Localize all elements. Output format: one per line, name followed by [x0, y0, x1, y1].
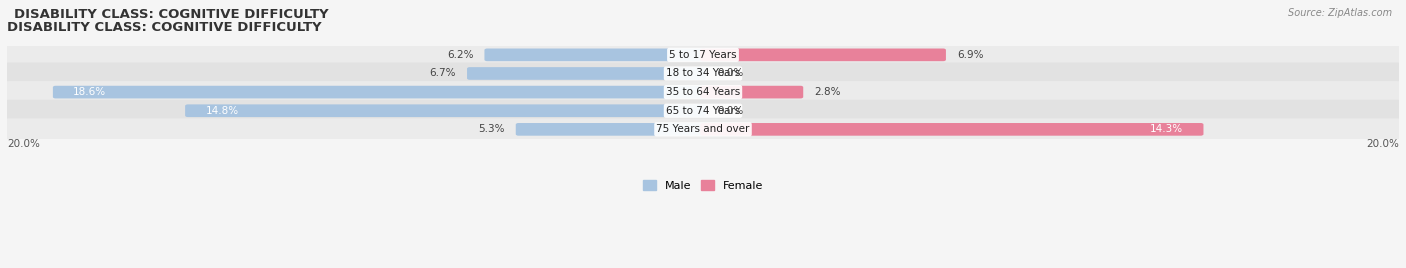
Text: 20.0%: 20.0% [1367, 139, 1399, 149]
FancyBboxPatch shape [3, 43, 1403, 66]
Text: 75 Years and over: 75 Years and over [657, 124, 749, 134]
Text: 6.9%: 6.9% [957, 50, 984, 60]
FancyBboxPatch shape [53, 86, 706, 98]
Text: 6.7%: 6.7% [429, 68, 456, 79]
FancyBboxPatch shape [186, 105, 706, 117]
Text: 14.3%: 14.3% [1150, 124, 1184, 134]
Text: 35 to 64 Years: 35 to 64 Years [666, 87, 740, 97]
Text: 6.2%: 6.2% [447, 50, 474, 60]
FancyBboxPatch shape [3, 99, 1403, 122]
FancyBboxPatch shape [516, 123, 706, 136]
Text: 0.0%: 0.0% [717, 106, 744, 116]
FancyBboxPatch shape [485, 49, 706, 61]
FancyBboxPatch shape [3, 100, 1403, 122]
FancyBboxPatch shape [3, 62, 1403, 84]
Legend: Male, Female: Male, Female [643, 180, 763, 191]
FancyBboxPatch shape [3, 62, 1403, 85]
Text: 18 to 34 Years: 18 to 34 Years [666, 68, 740, 79]
Text: 20.0%: 20.0% [7, 139, 39, 149]
FancyBboxPatch shape [3, 118, 1403, 140]
Text: DISABILITY CLASS: COGNITIVE DIFFICULTY: DISABILITY CLASS: COGNITIVE DIFFICULTY [14, 8, 329, 21]
Text: 5 to 17 Years: 5 to 17 Years [669, 50, 737, 60]
Text: 65 to 74 Years: 65 to 74 Years [666, 106, 740, 116]
Text: 14.8%: 14.8% [205, 106, 239, 116]
Text: 18.6%: 18.6% [73, 87, 107, 97]
FancyBboxPatch shape [700, 49, 946, 61]
Text: 0.0%: 0.0% [717, 68, 744, 79]
FancyBboxPatch shape [467, 67, 706, 80]
Text: 2.8%: 2.8% [814, 87, 841, 97]
FancyBboxPatch shape [3, 81, 1403, 103]
FancyBboxPatch shape [700, 86, 803, 98]
Text: Source: ZipAtlas.com: Source: ZipAtlas.com [1288, 8, 1392, 18]
FancyBboxPatch shape [3, 81, 1403, 103]
FancyBboxPatch shape [3, 44, 1403, 66]
Text: DISABILITY CLASS: COGNITIVE DIFFICULTY: DISABILITY CLASS: COGNITIVE DIFFICULTY [7, 21, 322, 34]
FancyBboxPatch shape [3, 118, 1403, 141]
Text: 5.3%: 5.3% [478, 124, 505, 134]
FancyBboxPatch shape [700, 123, 1204, 136]
